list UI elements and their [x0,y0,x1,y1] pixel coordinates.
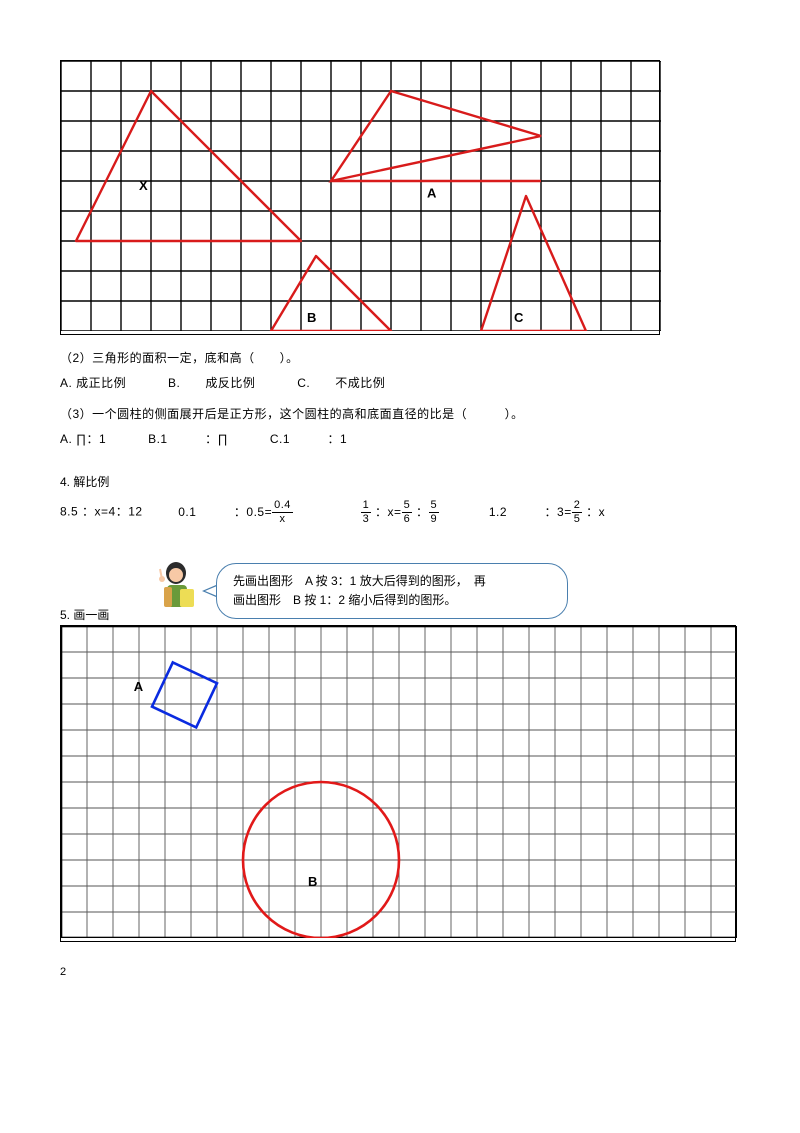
frac-d: 6 [402,513,413,525]
q4-eq3: 13 ：x=56 ：59 [361,505,443,519]
frac-n: 1 [361,500,372,513]
grid-drawing: AB [60,625,736,942]
grid2-svg: AB [61,626,737,938]
grid-triangles: X A B C [60,60,660,335]
fraction: 25 [572,500,583,525]
q3-opt-a: A. ∏：1 [60,430,106,447]
q5-header: 5. 画一画 先画出图形 A 按 3：1 放大后得到的图形， 再 画出图形 B … [60,555,740,625]
svg-text:C: C [514,310,524,325]
fraction: 0.4x [272,500,293,525]
frac-d: 9 [429,513,440,525]
q4-title: 4. 解比例 [60,473,740,490]
frac-n: 5 [429,500,440,513]
q2-options: A. 成正比例 B. 成反比例 C. 不成比例 [60,374,740,391]
fraction: 13 [361,500,372,525]
svg-text:B: B [307,310,316,325]
q4-eq3-mid: ：x= [371,505,401,519]
q4-eq4-tail: ：x [582,505,605,519]
q2-text: （2）三角形的面积一定，底和高（ ）。 [60,349,740,366]
frac-n: 0.4 [272,500,293,513]
bubble-line2: 画出图形 B 按 1：2 缩小后得到的图形。 [233,591,551,610]
frac-n: 5 [402,500,413,513]
q4-equations: 8.5 ：x=4：12 0.1 ：0.5=0.4x 13 ：x=56 ：59 1… [60,500,740,525]
frac-d: 3 [361,513,372,525]
speech-bubble: 先画出图形 A 按 3：1 放大后得到的图形， 再 画出图形 B 按 1：2 缩… [216,563,568,619]
q4-eq2-lhs: 0.1 ：0.5= [178,505,272,519]
q4-eq4-lhs: 1.2 ：3= [489,505,572,519]
q4-eq2: 0.1 ：0.5=0.4x [178,505,297,519]
q4-eq1: 8.5 ：x=4：12 [60,505,143,519]
fraction: 59 [429,500,440,525]
frac-d: 5 [572,513,583,525]
q4-eq3-colon: ： [412,505,428,519]
svg-text:B: B [308,874,317,889]
frac-n: 2 [572,500,583,513]
q3-options: A. ∏：1 B.1 ：∏ C.1 ：1 [60,430,740,447]
svg-text:A: A [134,679,144,694]
q4-eq4: 1.2 ：3=25 ：x [489,505,605,519]
fraction: 56 [402,500,413,525]
q3-text: （3）一个圆柱的侧面展开后是正方形，这个圆柱的高和底面直径的比是（ ）。 [60,405,740,422]
grid1-svg: X A B C [61,61,661,331]
svg-text:X: X [139,178,148,193]
q2-opt-c: C. 不成比例 [297,374,385,391]
bubble-line1: 先画出图形 A 按 3：1 放大后得到的图形， 再 [233,572,551,591]
q3-opt-b: B.1 ：∏ [148,430,228,447]
q2-opt-a: A. 成正比例 [60,374,126,391]
q2-opt-b: B. 成反比例 [168,374,255,391]
q3-opt-c: C.1 ：1 [270,430,347,447]
q5-label: 5. 画一画 [60,606,109,623]
svg-text:A: A [427,186,437,201]
page-number: 2 [60,966,740,978]
teacher-icon [150,559,200,615]
frac-d: x [272,513,293,525]
